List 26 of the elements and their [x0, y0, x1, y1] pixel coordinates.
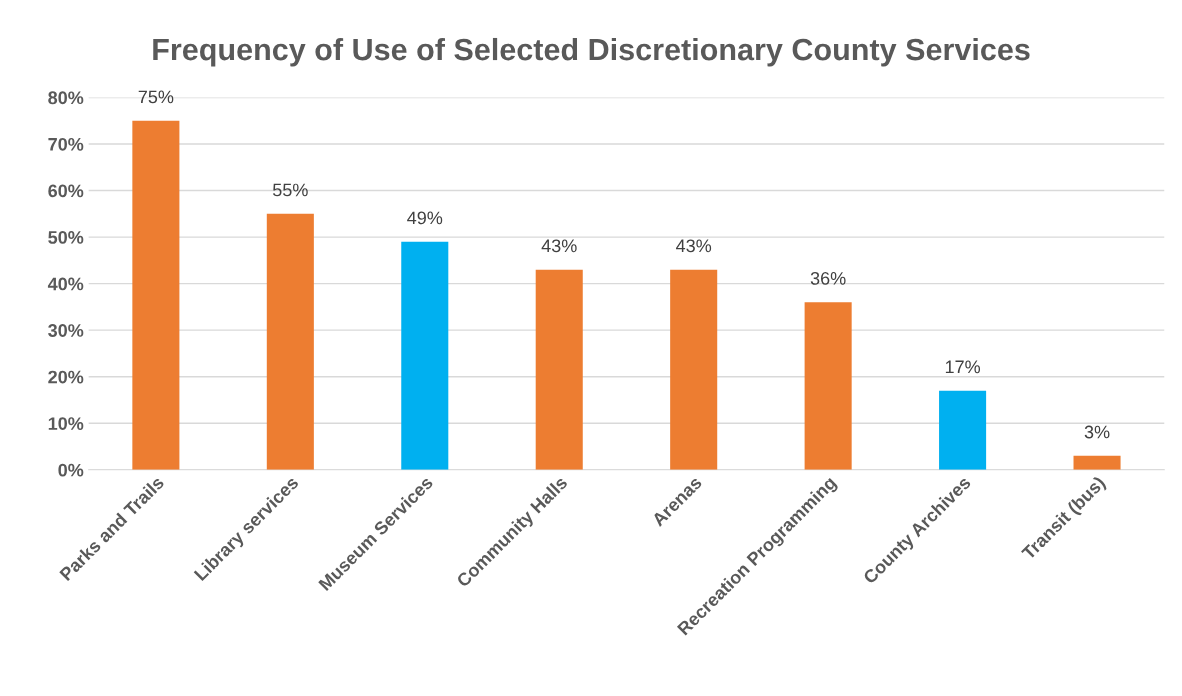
data-label: 75%	[138, 90, 174, 104]
y-tick-label: 40%	[47, 277, 84, 291]
chart-title: Frequency of Use of Selected Discretionary County Services	[153, 37, 1030, 67]
bar	[939, 390, 987, 470]
y-tick-label: 30%	[48, 324, 84, 337]
data-label: 43%	[541, 239, 577, 253]
bar	[1073, 455, 1121, 470]
bar	[804, 302, 852, 470]
data-label: 36%	[810, 271, 846, 285]
bar	[266, 213, 314, 470]
y-tick-label: 10%	[48, 417, 84, 430]
y-tick-label: 0%	[58, 463, 84, 477]
data-label: 17%	[945, 360, 981, 374]
data-label: 43%	[676, 239, 712, 253]
bar	[535, 269, 583, 470]
y-tick-label: 20%	[48, 370, 84, 384]
data-label: 3%	[1084, 425, 1110, 439]
y-tick-label: 60%	[48, 184, 84, 198]
data-label: 55%	[272, 183, 308, 197]
bar	[401, 241, 449, 470]
y-tick-label: 80%	[48, 91, 84, 105]
bar	[132, 120, 180, 470]
y-tick-label: 70%	[48, 137, 84, 151]
y-tick-label: 50%	[48, 231, 84, 244]
bar	[670, 269, 718, 470]
data-label: 49%	[407, 211, 443, 225]
